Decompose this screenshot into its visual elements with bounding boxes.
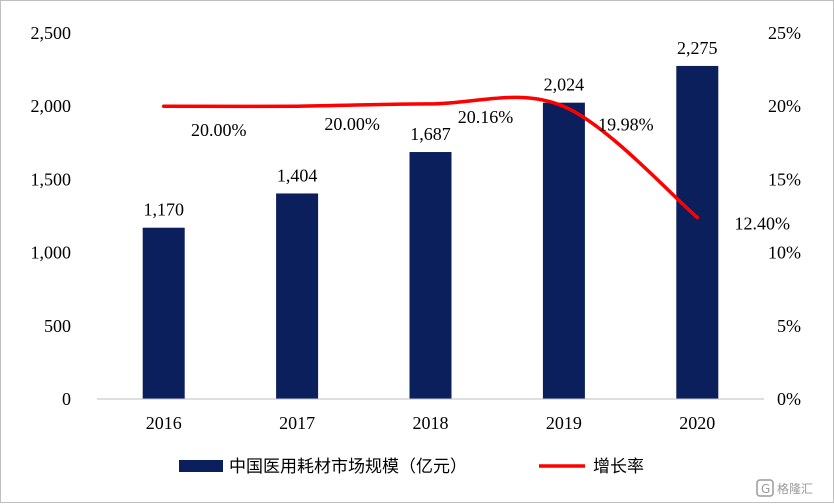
watermark: G 格隆汇 bbox=[756, 479, 813, 497]
bar bbox=[276, 193, 319, 399]
legend-bar-swatch bbox=[179, 460, 223, 472]
x-tick-label: 2017 bbox=[279, 413, 315, 433]
legend: 中国医用耗材市场规模（亿元） 增长率 bbox=[179, 457, 644, 477]
bar-series bbox=[142, 65, 719, 399]
growth-data-label: 20.00% bbox=[324, 114, 380, 134]
x-tick-label: 2016 bbox=[146, 413, 182, 433]
legend-line-label: 增长率 bbox=[593, 457, 644, 477]
bar-data-label: 1,687 bbox=[410, 124, 451, 144]
g-logo-icon bbox=[756, 479, 774, 497]
left-axis-ticks: 0 500 1,000 1,500 2,000 2,500 bbox=[31, 23, 72, 409]
right-tick-label: 5% bbox=[777, 316, 801, 336]
bar-data-label: 2,024 bbox=[544, 75, 585, 95]
left-tick-label: 2,500 bbox=[31, 23, 72, 43]
bar-data-label: 1,170 bbox=[143, 200, 184, 220]
bar bbox=[676, 65, 719, 399]
x-axis-tick-labels: 2016 2017 2018 2019 2020 bbox=[146, 413, 716, 433]
growth-data-label: 20.16% bbox=[458, 107, 514, 127]
bar-data-label: 1,404 bbox=[277, 165, 318, 185]
bar bbox=[542, 102, 585, 399]
bar bbox=[142, 227, 185, 399]
right-tick-label: 15% bbox=[768, 169, 801, 189]
x-tick-label: 2019 bbox=[546, 413, 582, 433]
left-tick-label: 500 bbox=[44, 316, 71, 336]
right-tick-label: 10% bbox=[768, 243, 801, 263]
left-tick-label: 0 bbox=[62, 389, 71, 409]
left-tick-label: 2,000 bbox=[31, 96, 72, 116]
growth-data-labels: 20.00% 20.00% 20.16% 19.98% 12.40% bbox=[191, 107, 790, 234]
right-tick-label: 20% bbox=[768, 96, 801, 116]
growth-data-label: 19.98% bbox=[598, 114, 654, 134]
growth-data-label: 20.00% bbox=[191, 120, 247, 140]
left-tick-label: 1,500 bbox=[31, 169, 72, 189]
watermark-text: 格隆汇 bbox=[777, 481, 813, 496]
bar-data-labels: 1,170 1,404 1,687 2,024 2,275 bbox=[143, 38, 717, 220]
growth-line bbox=[161, 95, 700, 220]
left-tick-label: 1,000 bbox=[31, 243, 72, 263]
legend-bar-label: 中国医用耗材市场规模（亿元） bbox=[229, 457, 467, 477]
g-logo-glyph: G bbox=[761, 482, 770, 496]
x-tick-label: 2018 bbox=[413, 413, 449, 433]
x-tick-label: 2020 bbox=[679, 413, 715, 433]
right-tick-label: 25% bbox=[768, 23, 801, 43]
right-tick-label: 0% bbox=[777, 389, 801, 409]
growth-line-series bbox=[161, 95, 700, 220]
growth-data-label: 12.40% bbox=[735, 213, 791, 233]
bar bbox=[409, 152, 452, 399]
right-axis-ticks: 0% 5% 10% 15% 20% 25% bbox=[768, 23, 801, 409]
bar-data-label: 2,275 bbox=[677, 38, 718, 58]
